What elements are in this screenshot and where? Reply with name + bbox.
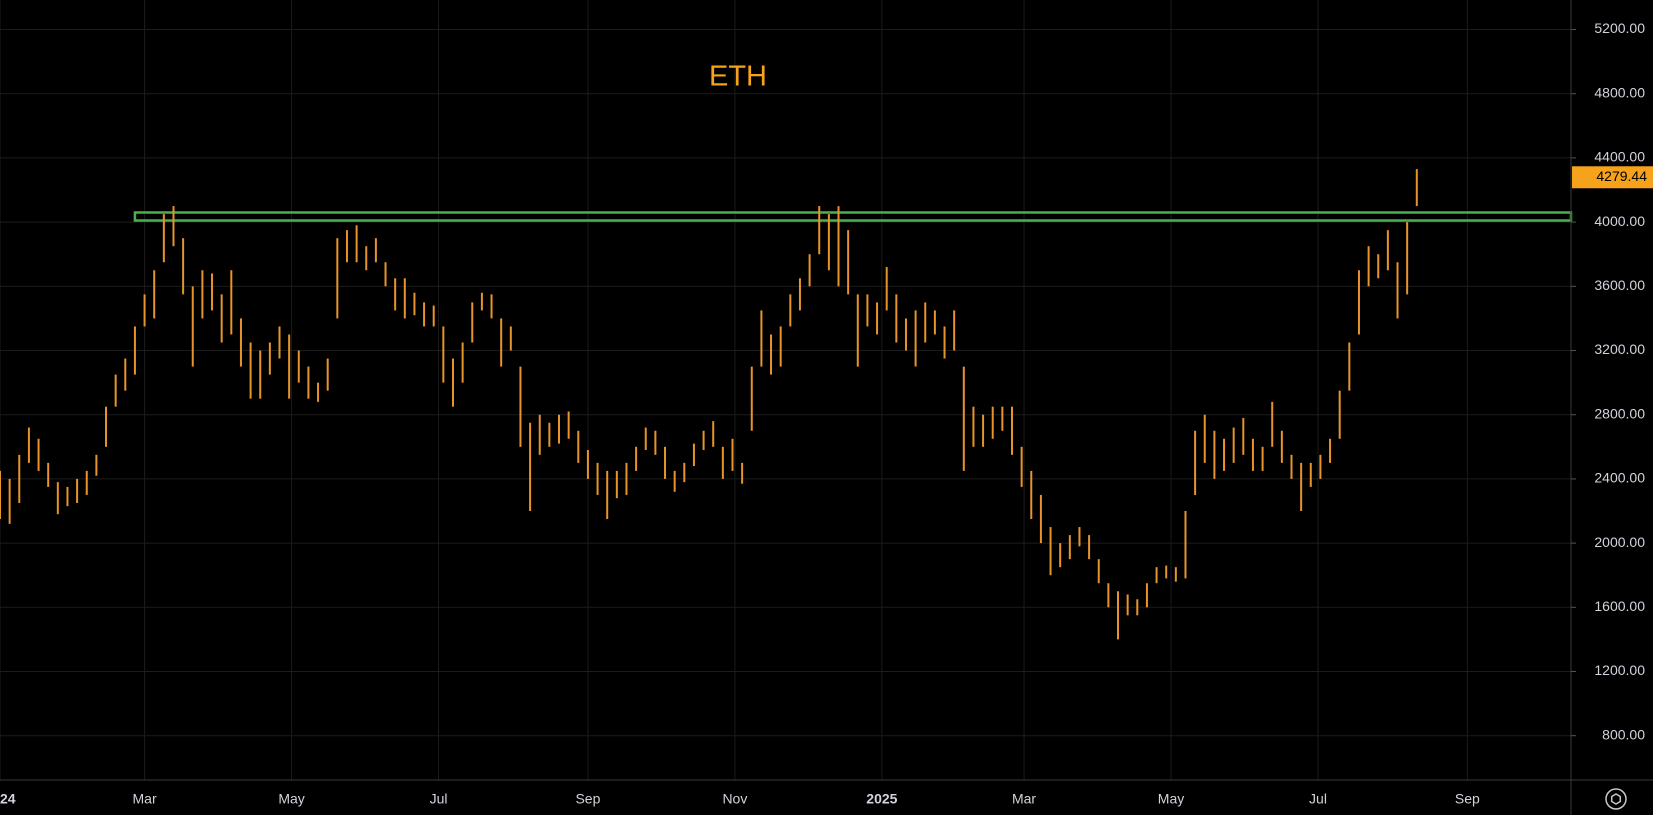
- chart-title: ETH: [709, 61, 767, 93]
- x-tick-label: May: [278, 791, 304, 807]
- plot: ETH: [0, 61, 1573, 640]
- y-tick-label: 2400.00: [1594, 470, 1645, 486]
- y-tick-label: 3600.00: [1594, 277, 1645, 293]
- y-tick-label: 1600.00: [1594, 598, 1645, 614]
- x-tick-label: Jul: [430, 791, 448, 807]
- y-tick-label: 5200.00: [1594, 20, 1645, 36]
- y-tick-label: 3200.00: [1594, 341, 1645, 357]
- grid: [0, 0, 1571, 780]
- x-tick-label: 2025: [866, 791, 897, 807]
- x-tick-label: Jul: [1309, 791, 1327, 807]
- last-price-label: 4279.44: [1596, 168, 1647, 184]
- x-tick-label: Sep: [1455, 791, 1480, 807]
- x-tick-label: Sep: [575, 791, 600, 807]
- y-tick-label: 800.00: [1602, 726, 1645, 742]
- settings-hex: [1610, 793, 1622, 805]
- x-tick-label: Nov: [722, 791, 747, 807]
- settings-ring: [1605, 788, 1627, 810]
- settings-button[interactable]: [1605, 788, 1627, 810]
- y-tick-label: 4400.00: [1594, 149, 1645, 165]
- axes: 800.00 1200.00 1600.00 2000.00 2400.00 2800.0…: [0, 20, 1653, 807]
- x-tick-label: Mar: [133, 791, 157, 807]
- last-price-box: [1572, 166, 1653, 189]
- y-tick-label: 4800.00: [1594, 84, 1645, 100]
- x-tick-label: 2024: [0, 791, 16, 807]
- y-tick-label: 2000.00: [1594, 534, 1645, 550]
- x-tick-label: May: [1158, 791, 1184, 807]
- y-tick-label: 2800.00: [1594, 405, 1645, 421]
- y-tick-label: 4000.00: [1594, 213, 1645, 229]
- x-tick-label: Mar: [1012, 791, 1036, 807]
- y-tick-label: 1200.00: [1594, 662, 1645, 678]
